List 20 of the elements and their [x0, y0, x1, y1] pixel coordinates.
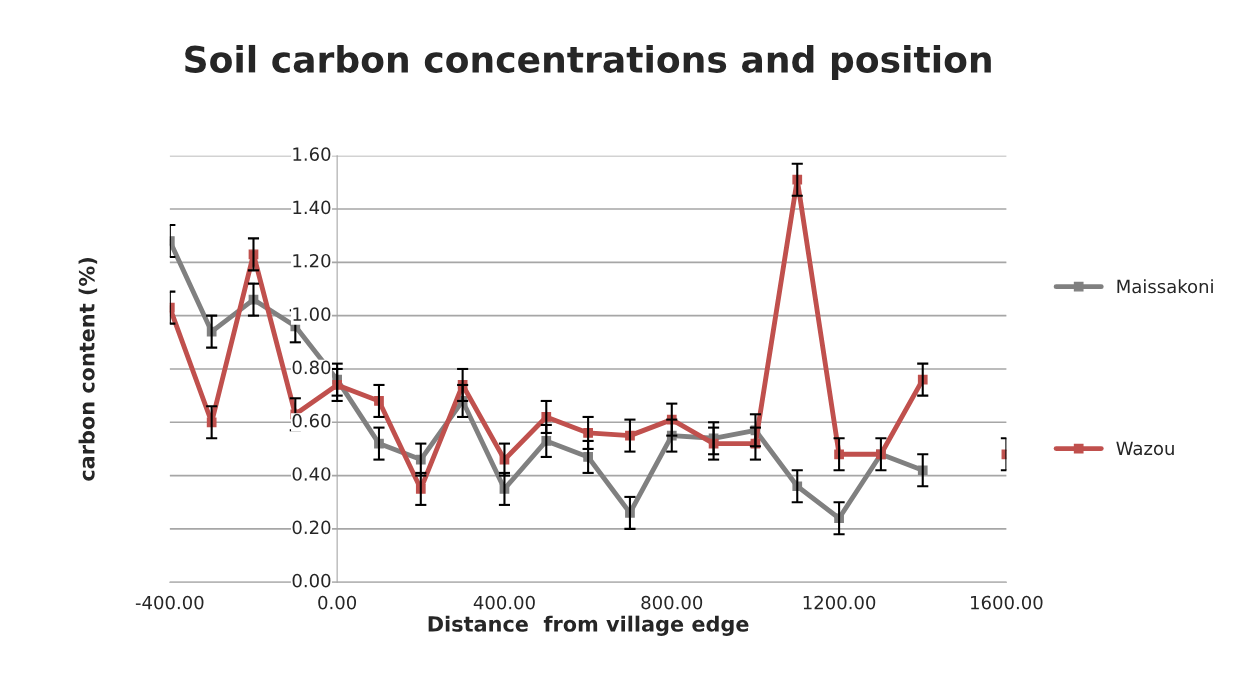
x-tick-label: 400.00 [473, 595, 535, 610]
x-tick-label: 1200.00 [803, 595, 876, 610]
y-tick-label: 1.60 [293, 147, 331, 161]
x-tick-label: 1600.00 [971, 595, 1043, 610]
y-tick-label: 1.20 [293, 253, 331, 268]
y-tick-label: 1.00 [293, 307, 331, 321]
x-tick-label: -400.00 [135, 595, 204, 610]
y-tick-label: 1.40 [293, 200, 331, 215]
x-axis-title: Distance from village edge [428, 615, 749, 636]
y-tick-label: 0.00 [292, 573, 331, 588]
y-tick-label: 0.20 [292, 520, 331, 535]
y-tick-label: 0.40 [292, 467, 331, 481]
y-tick-label: 0.80 [292, 360, 331, 375]
y-axis-title: carbon content (%) [78, 257, 98, 481]
chart-title: Soil carbon concentrations and position [185, 44, 991, 80]
legend-label: Wazou [1116, 441, 1174, 456]
y-tick-label: 0.60 [292, 413, 331, 428]
x-tick-label: 0.00 [318, 595, 357, 610]
x-tick-label: 800.00 [641, 595, 703, 610]
legend-label: Maissakoni [1117, 279, 1213, 294]
